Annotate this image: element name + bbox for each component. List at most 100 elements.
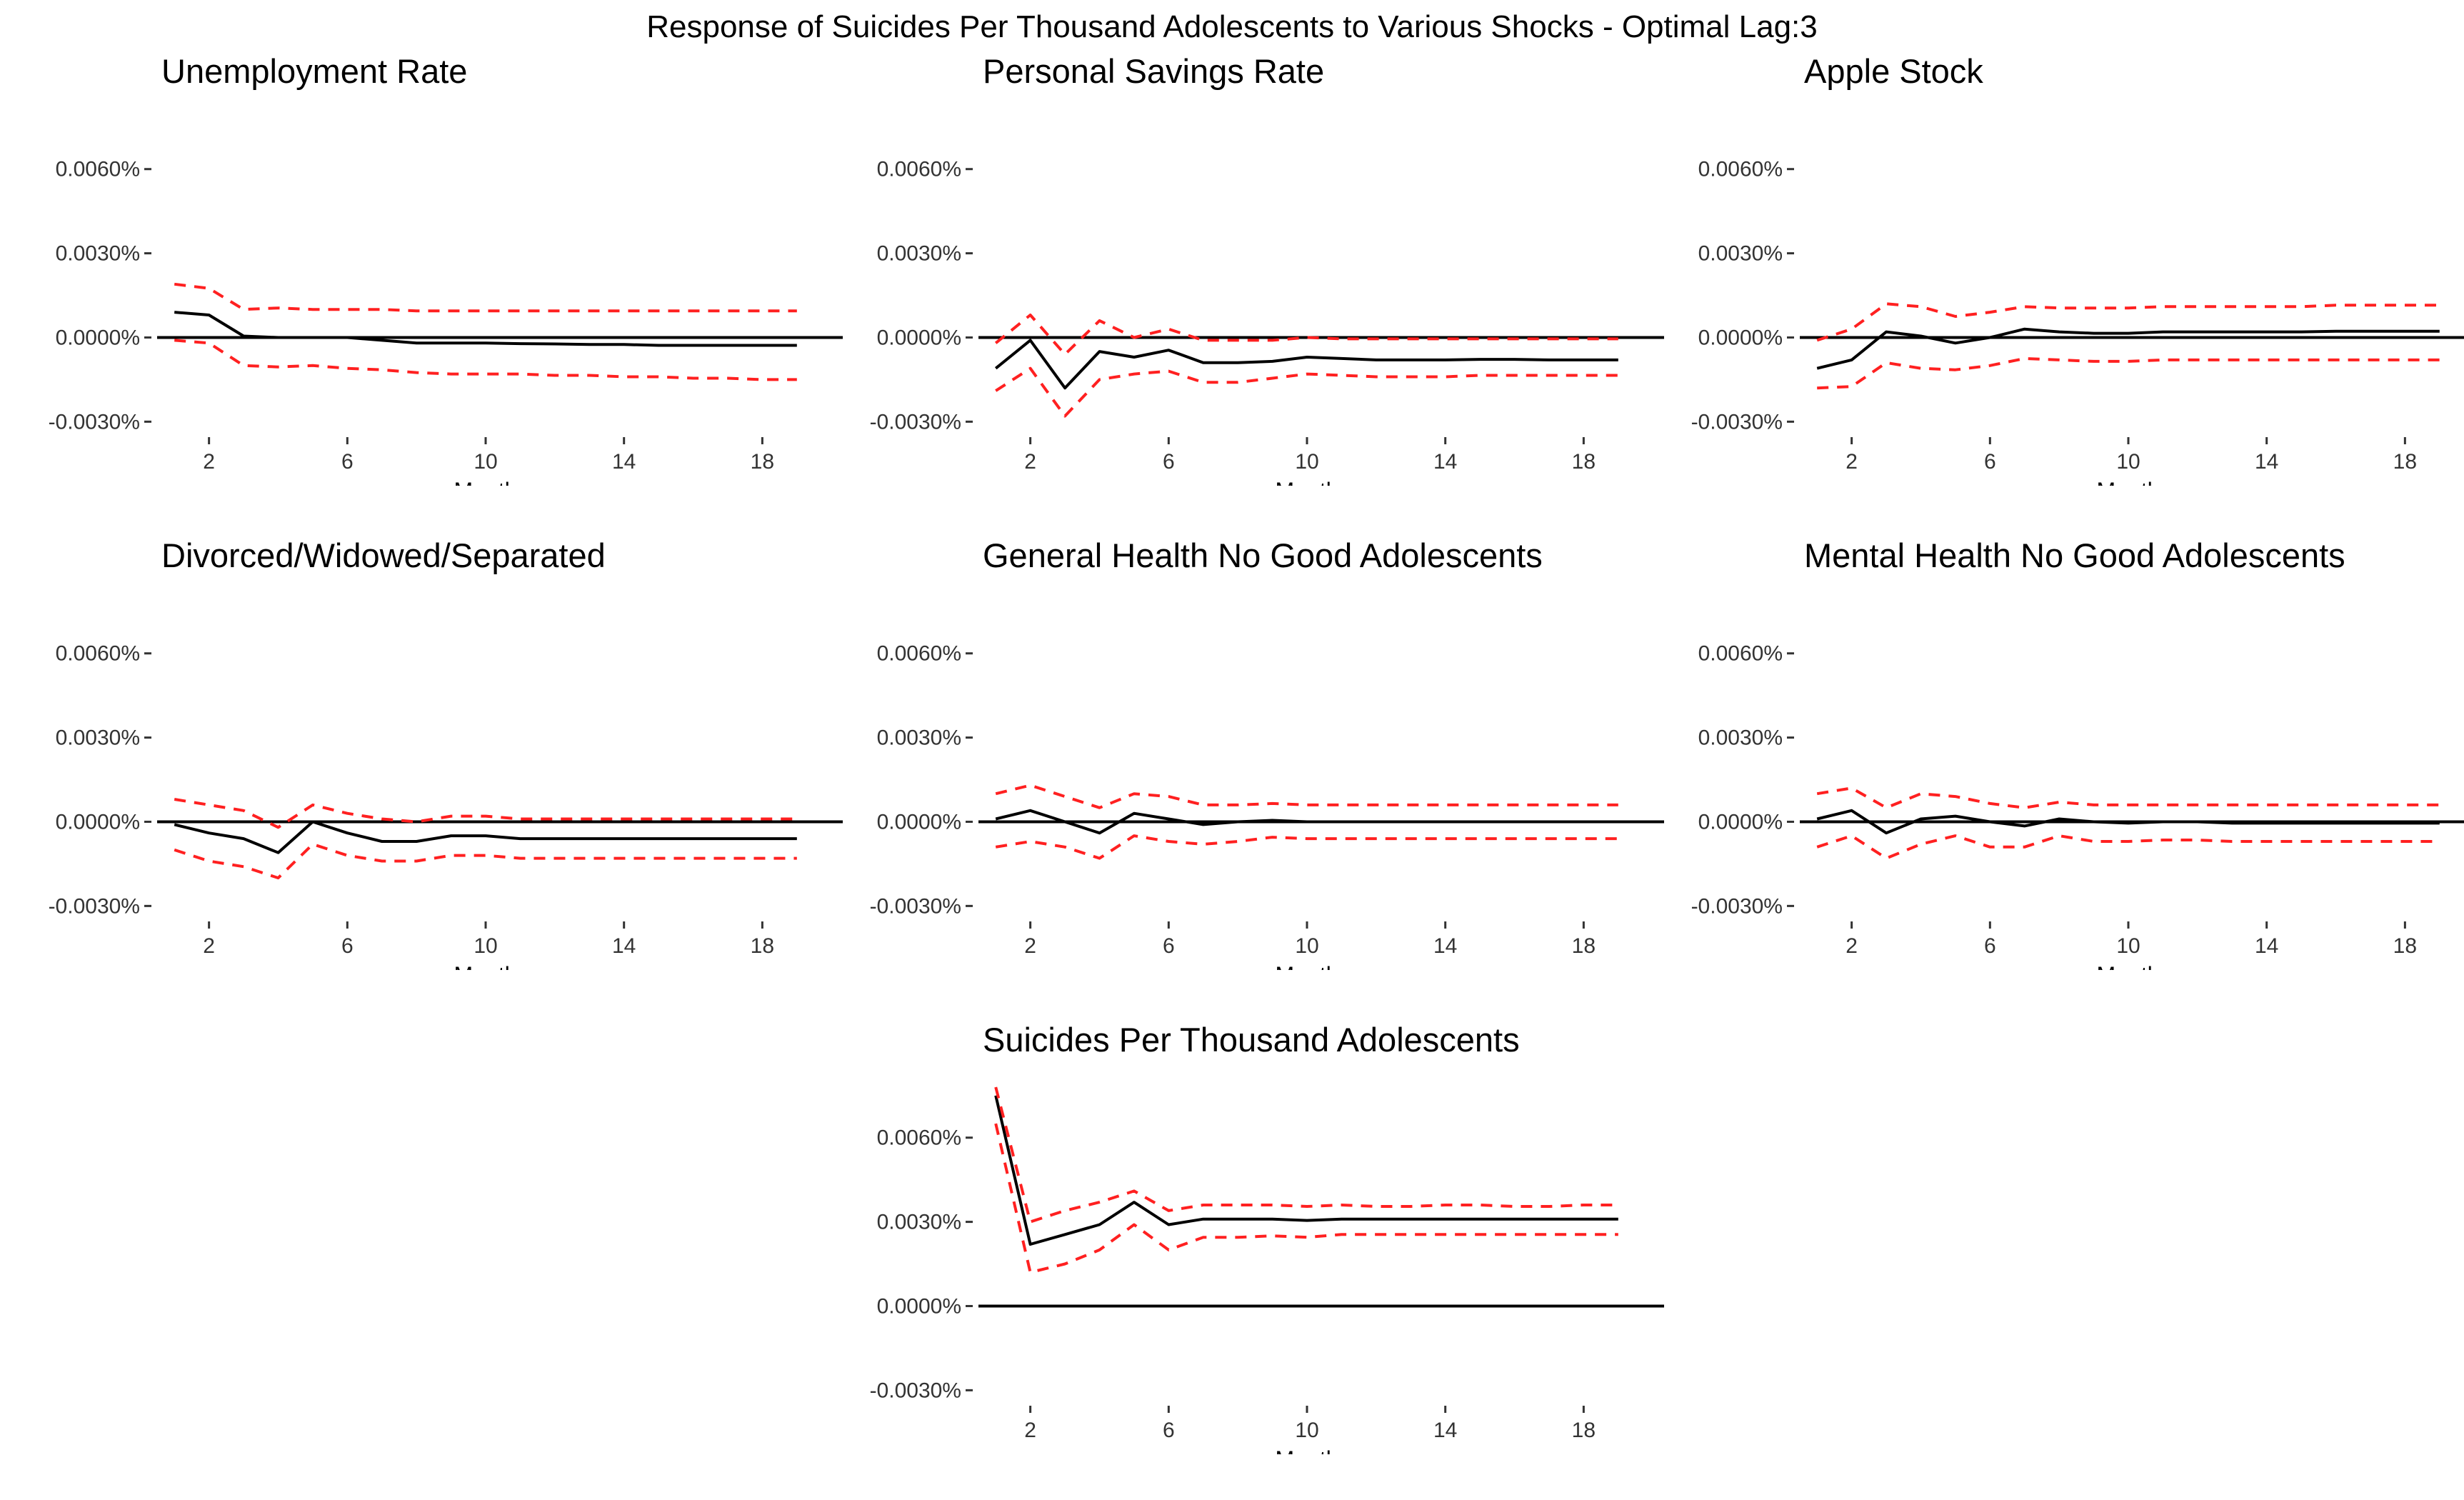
x-tick-label: 2 xyxy=(1846,450,1858,474)
irf-plot: 0.0060% 0.0030% 0.0000% -0.0030% 2 6 10 14 18 Mon… xyxy=(870,642,1664,970)
lower-bound-line xyxy=(1817,356,2440,390)
x-tick-label: 18 xyxy=(751,934,774,958)
x-axis-label: Month xyxy=(2097,962,2160,970)
irf-line xyxy=(994,1095,1618,1246)
x-tick-label: 2 xyxy=(203,450,215,474)
y-tick-label: 0.0000% xyxy=(1698,326,1783,349)
upper-bound-line xyxy=(174,282,797,313)
x-tick-label: 14 xyxy=(1433,934,1457,958)
x-tick-label: 18 xyxy=(1572,450,1596,474)
lower-bound-line xyxy=(995,366,1618,418)
upper-bound-line xyxy=(995,784,1618,809)
upper-bound-line xyxy=(1816,786,2440,809)
lower-bound-line xyxy=(174,339,797,381)
y-tick-label: 0.0030% xyxy=(56,726,140,750)
panel-title: Personal Savings Rate xyxy=(983,52,1325,90)
y-tick-label: -0.0030% xyxy=(870,894,961,918)
panel-title: Suicides Per Thousand Adolescents xyxy=(983,1021,1520,1059)
x-tick-label: 6 xyxy=(1163,1419,1175,1442)
irf-plot: 0.0060% 0.0030% 0.0000% -0.0030% 2 6 10 14 18 Mon… xyxy=(49,158,843,486)
panel-title: Mental Health No Good Adolescents xyxy=(1804,536,2345,574)
y-tick-label: 0.0000% xyxy=(877,326,961,349)
x-tick-label: 10 xyxy=(1295,934,1318,958)
chart-panel-general-health: General Health No Good Adolescents 0.006… xyxy=(866,484,1686,970)
y-tick-label: 0.0060% xyxy=(1698,642,1783,666)
irf-plot: 0.0060% 0.0030% 0.0000% -0.0030% 2 6 10 14 18 Mon… xyxy=(870,1086,1664,1454)
irf-line xyxy=(995,809,1618,835)
chart-panel-apple-stock: Apple Stock 0.0060% 0.0030% 0.0000% -0.0030… xyxy=(1687,0,2464,486)
x-tick-label: 14 xyxy=(1433,1419,1457,1442)
x-tick-label: 14 xyxy=(2255,934,2278,958)
irf-plot: 0.0060% 0.0030% 0.0000% -0.0030% 2 6 10 14 18 Mon… xyxy=(1691,642,2464,970)
upper-bound-line xyxy=(174,798,797,829)
x-tick-label: 6 xyxy=(341,450,354,474)
chart-panel-suicides: Suicides Per Thousand Adolescents 0.0060… xyxy=(866,969,1686,1454)
lower-bound-line xyxy=(1816,834,2440,860)
y-tick-label: -0.0030% xyxy=(1691,410,1783,434)
x-tick-label: 10 xyxy=(1295,450,1318,474)
y-tick-label: 0.0030% xyxy=(1698,726,1783,750)
x-tick-label: 14 xyxy=(612,450,636,474)
x-tick-label: 18 xyxy=(2393,450,2417,474)
chart-panel-divorced-widowed-separated: Divorced/Widowed/Separated 0.0060% 0.0030… xyxy=(44,484,864,970)
y-tick-label: 0.0030% xyxy=(1698,242,1783,266)
x-tick-label: 18 xyxy=(751,450,774,474)
upper-bound-line xyxy=(994,1086,1618,1224)
irf-line xyxy=(174,311,797,347)
panel-title: Apple Stock xyxy=(1804,52,1983,90)
x-tick-label: 18 xyxy=(2393,934,2417,958)
y-tick-label: 0.0030% xyxy=(56,242,140,266)
x-axis-label: Month xyxy=(1276,1446,1339,1454)
y-tick-label: 0.0030% xyxy=(877,1211,961,1234)
chart-panel-mental-health: Mental Health No Good Adolescents 0.0060… xyxy=(1687,484,2464,970)
x-axis-label: Month xyxy=(454,962,518,970)
x-axis-label: Month xyxy=(1276,478,1339,486)
y-tick-label: 0.0060% xyxy=(877,158,961,181)
y-tick-label: -0.0030% xyxy=(49,894,140,918)
chart-panel-unemployment-rate: Unemployment Rate 0.0060% 0.0030% 0.0000% -… xyxy=(44,0,864,486)
upper-bound-line xyxy=(1816,302,2440,342)
y-tick-label: 0.0000% xyxy=(1698,810,1783,834)
y-tick-label: -0.0030% xyxy=(1691,894,1783,918)
y-tick-label: 0.0060% xyxy=(877,642,961,666)
x-tick-label: 14 xyxy=(1433,450,1457,474)
panel-title: Unemployment Rate xyxy=(161,52,468,90)
y-tick-label: 0.0030% xyxy=(877,726,961,750)
y-tick-label: 0.0060% xyxy=(1698,158,1783,181)
x-tick-label: 10 xyxy=(474,450,497,474)
y-tick-label: -0.0030% xyxy=(870,1379,961,1402)
y-tick-label: 0.0060% xyxy=(56,158,140,181)
x-tick-label: 10 xyxy=(1295,1419,1318,1442)
x-tick-label: 6 xyxy=(1163,450,1175,474)
x-tick-label: 6 xyxy=(341,934,354,958)
chart-panel-personal-savings-rate: Personal Savings Rate 0.0060% 0.0030% 0.00… xyxy=(866,0,1686,486)
x-tick-label: 6 xyxy=(1984,934,1996,958)
x-axis-label: Month xyxy=(1276,962,1339,970)
x-tick-label: 2 xyxy=(1024,1419,1036,1442)
irf-plot: 0.0060% 0.0030% 0.0000% -0.0030% 2 6 10 14 18 Mon… xyxy=(49,642,843,970)
irf-line xyxy=(1816,327,2440,370)
y-tick-label: 0.0000% xyxy=(56,810,140,834)
figure-title: Response of Suicides Per Thousand Adoles… xyxy=(646,9,1818,44)
irf-plot: 0.0060% 0.0030% 0.0000% -0.0030% 2 6 10 14 18 Mon… xyxy=(870,158,1664,486)
irf-line xyxy=(174,820,797,854)
y-tick-label: 0.0000% xyxy=(877,810,961,834)
irf-line xyxy=(994,339,1618,390)
x-tick-label: 10 xyxy=(2116,934,2140,958)
x-axis-label: Month xyxy=(454,478,518,486)
x-tick-label: 10 xyxy=(2116,450,2140,474)
x-axis-label: Month xyxy=(2097,478,2160,486)
y-tick-label: 0.0000% xyxy=(56,326,140,349)
y-tick-label: 0.0000% xyxy=(877,1294,961,1318)
y-tick-label: -0.0030% xyxy=(49,410,140,434)
lower-bound-line xyxy=(994,1123,1618,1274)
lower-bound-line xyxy=(174,842,797,880)
x-tick-label: 14 xyxy=(612,934,636,958)
x-tick-label: 18 xyxy=(1572,934,1596,958)
x-tick-label: 2 xyxy=(1024,450,1036,474)
y-tick-label: 0.0060% xyxy=(877,1126,961,1150)
y-tick-label: 0.0030% xyxy=(877,242,961,266)
x-tick-label: 18 xyxy=(1572,1419,1596,1442)
x-tick-label: 2 xyxy=(203,934,215,958)
panel-title: General Health No Good Adolescents xyxy=(983,536,1543,574)
